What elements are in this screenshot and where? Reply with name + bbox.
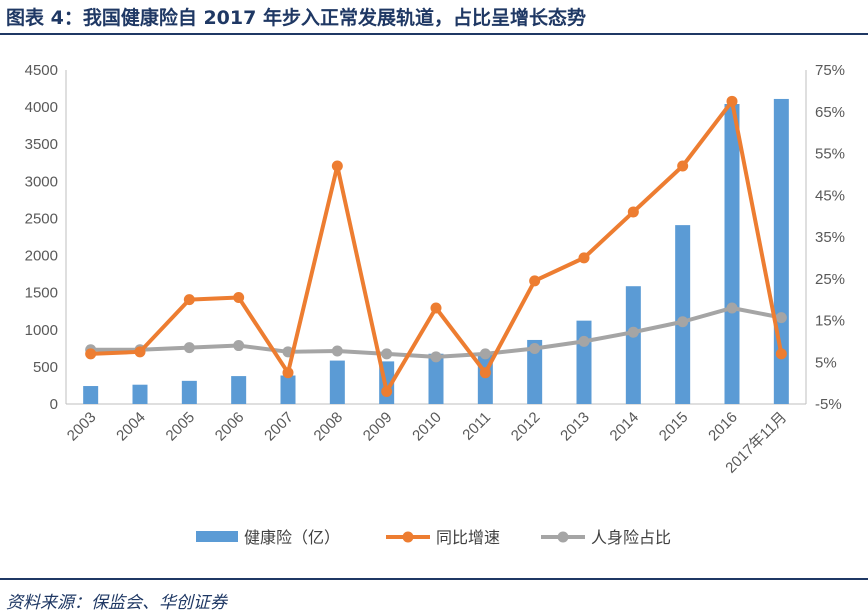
left-tick-label: 3000 [25, 173, 58, 190]
x-tick-label: 2013 [557, 409, 593, 445]
legend-label: 同比增速 [436, 528, 500, 547]
left-tick-label: 3500 [25, 136, 58, 153]
growth-point [578, 252, 590, 264]
bar [625, 286, 641, 404]
right-tick-label: 55% [815, 146, 845, 163]
left-tick-label: 4000 [25, 99, 58, 116]
growth-point [430, 302, 442, 314]
growth-point [627, 206, 639, 218]
right-tick-label: 45% [815, 187, 845, 204]
share-point [331, 345, 343, 357]
right-tick-label: 15% [815, 313, 845, 330]
right-tick-label: 25% [815, 271, 845, 288]
growth-point [282, 367, 294, 379]
x-tick-label: 2008 [311, 409, 347, 445]
bar [231, 376, 247, 404]
left-tick-label: 0 [50, 396, 58, 413]
x-tick-label: 2015 [656, 409, 692, 445]
legend-marker-growth [402, 531, 414, 543]
share-point [726, 302, 738, 314]
bar [132, 384, 148, 404]
bar [280, 375, 296, 404]
combo-chart: 0 500 1000 1500 2000 2500 3000 3500 4000 4500 -5% 5… [25, 62, 845, 547]
legend-swatch-bar [196, 531, 238, 542]
growth-point [183, 294, 195, 306]
x-tick-label: 2011 [459, 409, 494, 444]
right-tick-label: -5% [815, 396, 842, 413]
left-tick-label: 4500 [25, 62, 58, 79]
growth-point [134, 346, 146, 358]
share-point [775, 312, 787, 324]
legend-label: 健康险（亿） [244, 528, 340, 547]
footer-rule [0, 578, 868, 580]
x-tick-label: 2014 [607, 409, 643, 445]
bar [428, 353, 444, 404]
share-point [627, 326, 639, 338]
x-tick-label: 2004 [113, 409, 149, 445]
share-point [578, 335, 590, 347]
source-note: 资料来源：保监会、华创证券 [6, 593, 227, 613]
share-point [529, 342, 541, 354]
growth-point [233, 292, 245, 304]
growth-point [726, 95, 738, 107]
growth-point [381, 385, 393, 397]
bar [181, 380, 197, 404]
bar [724, 103, 740, 404]
share-point [381, 348, 393, 360]
growth-point [85, 348, 97, 360]
bar [527, 339, 543, 404]
left-tick-label: 2500 [25, 210, 58, 227]
left-tick-label: 2000 [25, 248, 58, 265]
legend-marker-share [557, 531, 569, 543]
legend-label: 人身险占比 [591, 528, 671, 547]
bar [576, 320, 592, 404]
figure-title: 图表 4：我国健康险自 2017 年步入正常发展轨道，占比呈增长态势 [6, 7, 586, 29]
right-tick-label: 5% [815, 354, 837, 371]
right-tick-label: 75% [815, 62, 845, 79]
share-point [677, 316, 689, 328]
x-tick-label: 2006 [212, 409, 248, 445]
right-tick-label: 65% [815, 104, 845, 121]
growth-point [677, 160, 689, 172]
bar [329, 360, 345, 404]
right-tick-label: 35% [815, 229, 845, 246]
share-point [183, 342, 195, 354]
growth-point [331, 160, 343, 172]
left-tick-label: 1000 [25, 322, 58, 339]
bar [83, 386, 99, 404]
left-tick-label: 500 [33, 359, 58, 376]
title-rule [0, 33, 868, 35]
share-point [479, 348, 491, 360]
x-tick-label: 2016 [705, 409, 741, 445]
x-tick-label: 2010 [409, 409, 445, 445]
left-tick-label: 1500 [25, 285, 58, 302]
x-tick-label: 2007 [261, 409, 297, 445]
growth-point [529, 275, 541, 287]
x-tick-label: 2009 [360, 409, 396, 445]
growth-point [775, 348, 787, 360]
x-tick-label: 2012 [508, 409, 544, 445]
share-point [233, 340, 245, 352]
x-tick-label: 2003 [64, 409, 100, 445]
growth-point [479, 367, 491, 379]
bar [675, 225, 691, 404]
x-tick-label: 2005 [163, 409, 199, 445]
share-point [430, 351, 442, 363]
